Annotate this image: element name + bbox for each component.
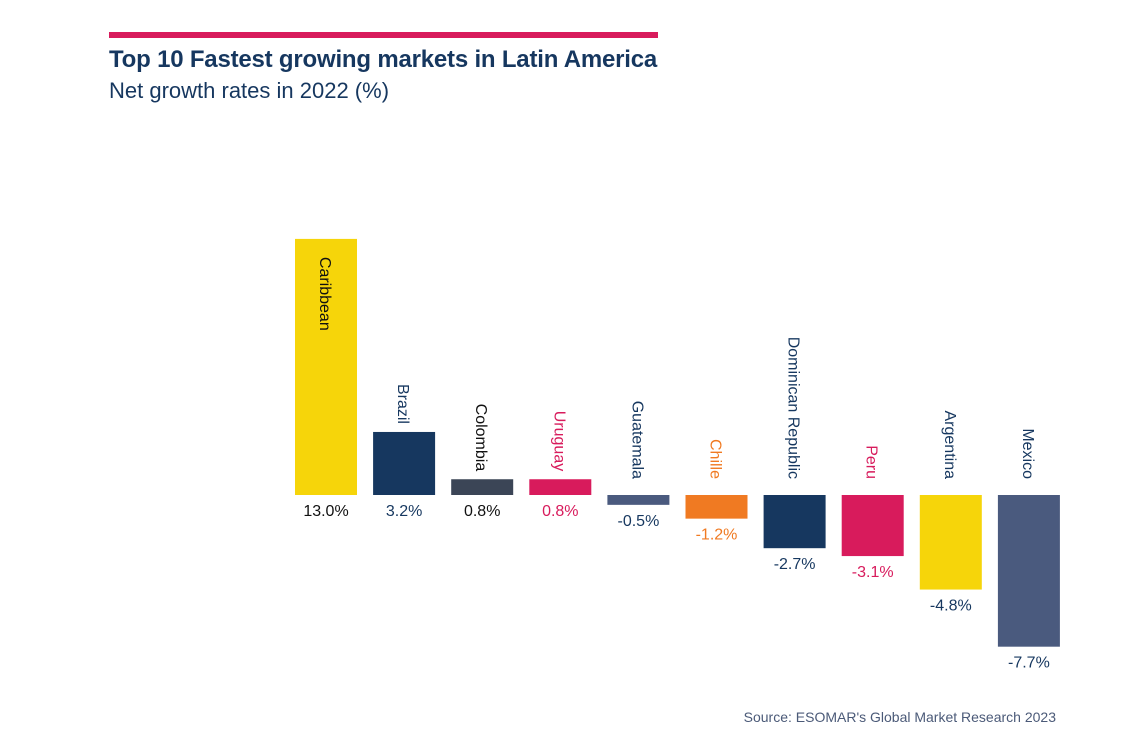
category-label-dominican-republic: Dominican Republic [785,337,802,479]
value-label-colombia: 0.8% [464,503,500,520]
bar-guatemala [607,495,670,505]
category-label-argentina: Argentina [941,411,958,480]
bar-brazil [373,431,436,495]
chart-subtitle: Net growth rates in 2022 (%) [109,78,390,103]
bar-argentina [919,495,982,590]
value-label-caribbean: 13.0% [303,503,348,520]
value-label-mexico: -7.7% [1008,655,1050,672]
value-label-guatemala: -0.5% [618,513,660,530]
bar-uruguay [529,479,592,495]
source-note: Source: ESOMAR's Global Market Research … [743,709,1056,725]
value-label-argentina: -4.8% [930,598,972,615]
value-label-peru: -3.1% [852,564,894,581]
title-accent-rule [109,32,658,38]
category-label-colombia: Colombia [472,404,489,472]
value-label-uruguay: 0.8% [542,503,578,520]
category-label-chille: Chille [707,439,724,479]
value-label-chille: -1.2% [696,527,738,544]
bar-colombia [451,479,514,495]
category-label-mexico: Mexico [1019,428,1036,479]
bar-dominican-republic [763,495,826,549]
bar-caribbean [295,238,357,495]
category-label-uruguay: Uruguay [550,411,567,471]
category-label-caribbean: Caribbean [316,257,333,331]
bar-peru [841,495,904,557]
category-label-guatemala: Guatemala [628,401,645,479]
chart-title: Top 10 Fastest growing markets in Latin … [109,46,658,73]
category-label-brazil: Brazil [394,384,411,424]
value-label-dominican-republic: -2.7% [774,556,816,573]
value-label-brazil: 3.2% [386,503,422,520]
category-label-peru: Peru [863,445,880,479]
bar-chille [685,495,748,519]
bar-mexico [997,495,1060,647]
